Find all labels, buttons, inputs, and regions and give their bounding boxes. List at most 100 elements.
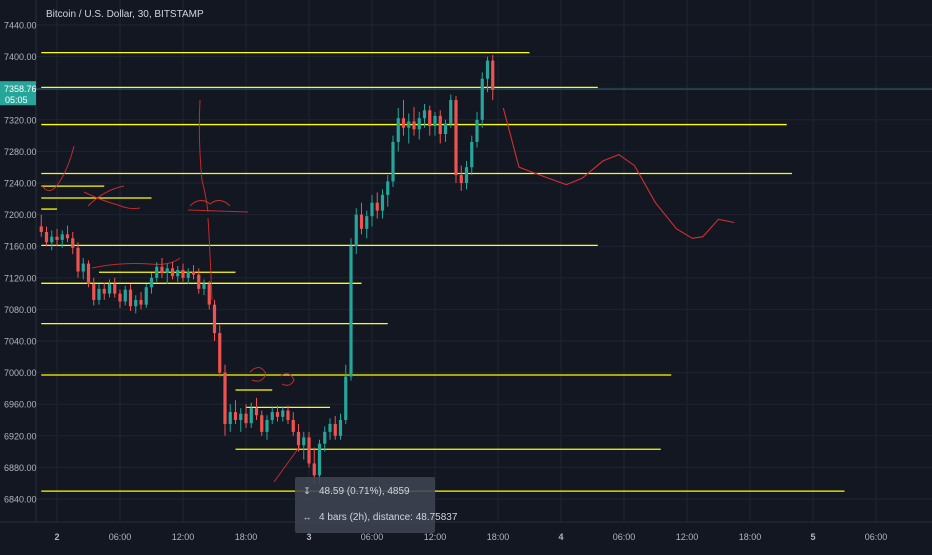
last-price-label: 7358.76 bbox=[4, 84, 37, 94]
candle-up bbox=[328, 423, 332, 432]
candle-down bbox=[39, 226, 43, 232]
bar-countdown-label: 05:05 bbox=[5, 95, 28, 105]
freehand-annotations[interactable] bbox=[41, 99, 735, 483]
candles bbox=[39, 55, 495, 484]
candle-up bbox=[396, 118, 400, 142]
candle-down bbox=[76, 247, 80, 272]
freehand-annotation[interactable] bbox=[198, 99, 209, 213]
candle-up bbox=[380, 194, 385, 211]
freehand-annotation[interactable] bbox=[87, 185, 125, 207]
time-tick-label: 18:00 bbox=[487, 532, 510, 542]
candle-up bbox=[323, 431, 327, 444]
candle-up bbox=[149, 277, 154, 288]
price-tick-label: 7280.00 bbox=[4, 147, 37, 157]
candle-up bbox=[202, 284, 206, 289]
freehand-annotation[interactable] bbox=[279, 373, 295, 386]
candle-down bbox=[160, 266, 164, 274]
price-tick-label: 7400.00 bbox=[4, 52, 37, 62]
candle-up bbox=[249, 408, 253, 424]
candle-up bbox=[270, 412, 274, 420]
candle-down bbox=[170, 268, 175, 277]
measure-price-text: 48.59 (0.71%), 4859 bbox=[319, 486, 410, 497]
candle-down bbox=[92, 284, 96, 300]
candle-down bbox=[412, 121, 416, 130]
candle-down bbox=[113, 284, 117, 294]
freehand-annotation[interactable] bbox=[189, 200, 231, 207]
measure-price-row: ↧ 48.59 (0.71%), 4859 bbox=[301, 486, 410, 497]
chart-title: Bitcoin / U.S. Dollar, 30, BITSTAMP bbox=[46, 9, 204, 20]
candle-down bbox=[260, 415, 264, 432]
candle-up bbox=[443, 123, 448, 135]
projection-path[interactable] bbox=[502, 107, 735, 239]
candle-down bbox=[296, 431, 301, 446]
candle-down bbox=[139, 299, 143, 305]
price-tick-label: 7080.00 bbox=[4, 305, 37, 315]
freehand-annotation[interactable] bbox=[187, 209, 249, 213]
candle-down bbox=[454, 100, 458, 176]
price-tick-label: 7320.00 bbox=[4, 115, 37, 125]
candle-up bbox=[176, 269, 180, 277]
measure-bars-text: 4 bars (2h), distance: 48.75837 bbox=[319, 512, 458, 523]
candle-up bbox=[81, 263, 85, 272]
freehand-annotation[interactable] bbox=[207, 217, 213, 301]
candle-down bbox=[428, 110, 432, 127]
candle-up bbox=[386, 181, 390, 195]
candle-down bbox=[102, 288, 106, 294]
candle-up bbox=[107, 284, 112, 294]
time-tick-label: 06:00 bbox=[613, 532, 636, 542]
candle-down bbox=[333, 423, 337, 436]
candle-down bbox=[55, 236, 59, 240]
candle-down bbox=[65, 234, 70, 239]
price-tick-label: 7000.00 bbox=[4, 368, 37, 378]
candle-up bbox=[134, 299, 138, 307]
freehand-annotation[interactable] bbox=[83, 191, 141, 210]
price-tick-label: 7440.00 bbox=[4, 21, 37, 31]
candle-down bbox=[401, 118, 406, 128]
candle-up bbox=[302, 437, 306, 446]
candle-up bbox=[349, 246, 353, 377]
price-tick-label: 7120.00 bbox=[4, 273, 37, 283]
candle-up bbox=[365, 216, 369, 229]
measure-tooltip: ↧ 48.59 (0.71%), 4859 ↔ 4 bars (2h), dista… bbox=[295, 477, 457, 533]
time-tick-label: 06:00 bbox=[865, 532, 888, 542]
candle-up bbox=[433, 115, 437, 127]
candle-up bbox=[338, 420, 343, 436]
candle-down bbox=[438, 115, 442, 135]
price-tick-label: 7200.00 bbox=[4, 210, 37, 220]
candle-down bbox=[291, 420, 295, 432]
freehand-annotation[interactable] bbox=[41, 145, 75, 191]
candle-up bbox=[391, 141, 395, 182]
candle-down bbox=[71, 238, 75, 248]
candle-down bbox=[244, 413, 248, 424]
candle-up bbox=[281, 410, 285, 417]
time-axis-bg bbox=[0, 522, 932, 550]
time-tick-label: 12:00 bbox=[676, 532, 699, 542]
candle-down bbox=[359, 214, 364, 229]
candle-down bbox=[128, 289, 133, 307]
grid bbox=[36, 0, 932, 522]
candle-up bbox=[344, 376, 348, 420]
candle-down bbox=[286, 410, 290, 420]
freehand-annotation[interactable] bbox=[249, 367, 267, 382]
measure-bars-row: ↔ 4 bars (2h), distance: 48.75837 bbox=[301, 512, 458, 523]
time-axis[interactable]: 2 06:00 12:00 18:00 3 06:00 12:00 18:00 4 06:00 12… bbox=[54, 532, 887, 542]
candle-up bbox=[485, 60, 490, 79]
time-tick-label: 5 bbox=[810, 532, 815, 542]
freehand-annotation[interactable] bbox=[91, 257, 181, 269]
candle-up bbox=[475, 119, 479, 142]
candle-up bbox=[370, 202, 374, 217]
time-tick-label: 06:00 bbox=[361, 532, 384, 542]
time-tick-label: 12:00 bbox=[424, 532, 447, 542]
freehand-annotation[interactable] bbox=[273, 445, 301, 483]
candle-up bbox=[186, 271, 190, 278]
candle-down bbox=[312, 463, 316, 476]
candle-down bbox=[254, 408, 259, 416]
candle-down bbox=[375, 202, 379, 211]
candle-up bbox=[464, 167, 469, 183]
time-tick-label: 18:00 bbox=[739, 532, 762, 542]
horizontal-line-drawings[interactable] bbox=[41, 0, 845, 492]
candle-up bbox=[50, 236, 54, 243]
time-tick-label: 3 bbox=[306, 532, 311, 542]
